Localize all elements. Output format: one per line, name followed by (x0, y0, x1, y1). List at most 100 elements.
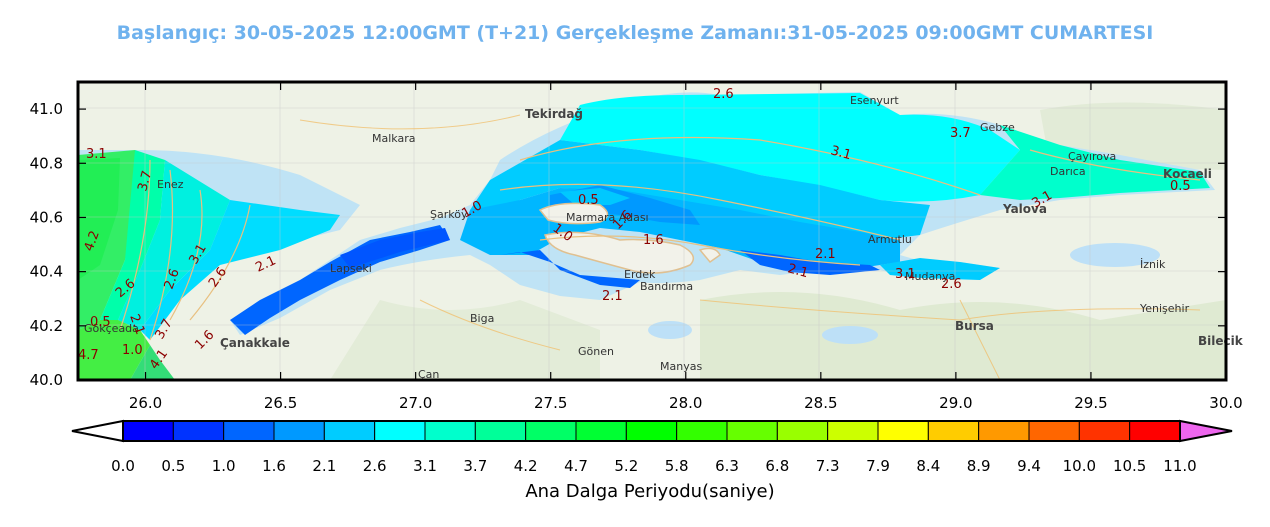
colorbar-swatch (877, 420, 929, 442)
wave-band-21 (470, 140, 930, 240)
contour-label: 2.6 (941, 277, 962, 292)
colorbar-swatch (1028, 420, 1080, 442)
place-sarkoy: Şarköy (430, 208, 468, 221)
colorbar-swatch (676, 420, 728, 442)
lat-tick-label: 40.6 (30, 208, 63, 226)
contour-label: 3.7 (950, 126, 971, 141)
wave-band-south-10 (500, 250, 640, 288)
uluabat-lake (822, 326, 878, 344)
place-manyas: Manyas (660, 360, 702, 373)
colorbar-tick-label: 11.0 (1163, 457, 1196, 475)
colorbar-tick-label: 2.6 (363, 457, 387, 475)
longitude-tick-labels: 26.0 26.5 27.0 27.5 28.0 28.5 29.0 29.5 30.0 (129, 394, 1243, 412)
terrain-patch (700, 292, 1226, 380)
place-gonen: Gönen (578, 345, 614, 358)
colorbar-swatch (625, 420, 678, 442)
colorbar-tick-label: 8.4 (916, 457, 940, 475)
colorbar-swatch (374, 420, 426, 442)
marmara-island (538, 202, 609, 225)
colorbar-swatch (1078, 420, 1131, 442)
colorbar-tick-label: 9.4 (1017, 457, 1041, 475)
lon-tick-label: 28.0 (669, 394, 702, 412)
colorbar-tick-label: 5.8 (665, 457, 689, 475)
place-yenisehir: Yenişehir (1139, 302, 1190, 315)
contour-label: 2.1 (786, 261, 810, 281)
place-bandirma: Bandırma (640, 280, 693, 293)
contour-label: 2.1 (126, 312, 147, 337)
colorbar-tick-label: 7.3 (816, 457, 840, 475)
place-tekirdag: Tekirdağ (525, 107, 583, 121)
place-enez: Enez (157, 178, 184, 191)
y-tick-marks (78, 108, 1226, 381)
colorbar-swatch (122, 420, 174, 442)
forecast-title: Başlangıç: 30-05-2025 12:00GMT (T+21) Ge… (116, 22, 1154, 44)
colorbar-swatch (323, 420, 376, 442)
place-gokceada: Gökçeada (84, 322, 139, 335)
colorbar-tick-label: 0.0 (111, 457, 135, 475)
place-canakkale: Çanakkale (220, 336, 290, 350)
place-darica: Darıca (1050, 165, 1086, 178)
colorbar-tick-label: 1.6 (262, 457, 286, 475)
place-malkara: Malkara (372, 132, 415, 145)
contour-label: 0.5 (1170, 179, 1191, 194)
contour-label: 0.5 (90, 315, 111, 330)
place-erdek: Erdek (624, 268, 656, 281)
lon-tick-label: 29.5 (1074, 394, 1107, 412)
wave-band-47 (78, 158, 120, 280)
colorbar-tick-label: 8.9 (967, 457, 991, 475)
colorbar-swatch (172, 420, 225, 442)
wave-band-coast2 (130, 345, 175, 380)
colorbar-tick-labels: 0.0 0.5 1.0 1.6 2.1 2.6 3.1 3.7 4.2 4.7 5.2 5.8 6.3 6… (111, 457, 1197, 475)
colorbar-tick-label: 10.0 (1063, 457, 1096, 475)
colorbar-tick-label: 10.5 (1113, 457, 1146, 475)
terrain-patch (330, 300, 600, 380)
contour-label: 3.1 (829, 143, 853, 163)
colorbar-swatch (927, 420, 980, 442)
contour-label: 2.1 (602, 289, 623, 304)
place-iznik: İznik (1140, 258, 1166, 271)
place-bursa: Bursa (955, 319, 994, 333)
colorbar-tick-label: 5.2 (614, 457, 638, 475)
place-can: Çan (418, 368, 439, 381)
place-cayirova: Çayırova (1068, 150, 1116, 163)
contour-label: 2.6 (162, 267, 183, 292)
roads (299, 114, 1201, 380)
kapidag-peninsula (544, 231, 695, 274)
contour-lines (119, 136, 1201, 341)
place-esenyurt: Esenyurt (850, 94, 899, 107)
manyas-lake (648, 321, 692, 339)
colorbar-swatch (575, 420, 627, 442)
colorbar-under-arrow (71, 419, 124, 443)
contour-label: 3.1 (895, 267, 916, 282)
contour-label: 3.1 (86, 147, 107, 162)
colorbar-tick-label: 3.7 (463, 457, 487, 475)
lat-tick-label: 40.0 (30, 371, 63, 389)
wave-band-26 (140, 200, 340, 340)
contour-label: 1.6 (643, 233, 664, 248)
colorbar-label: Ana Dalga Periyodu(saniye) (525, 481, 775, 502)
place-armutlu: Armutlu (868, 233, 912, 246)
place-biga: Biga (470, 312, 494, 325)
lat-tick-label: 40.4 (30, 263, 63, 281)
colorbar-tick-label: 6.3 (715, 457, 739, 475)
wave-band-coast (78, 320, 150, 380)
place-mudanya: Mudanya (905, 270, 955, 283)
map-frame (76, 80, 1228, 382)
islet (698, 247, 721, 264)
contour-label: 2.6 (713, 87, 734, 102)
lat-tick-label: 41.0 (30, 100, 63, 118)
place-labels: Tekirdağ Çanakkale Yalova Bursa Kocaeli … (84, 94, 1244, 381)
colorbar-swatch (1129, 420, 1181, 442)
contour-label: 1.0 (122, 343, 143, 358)
colorbar-tick-label: 0.5 (161, 457, 185, 475)
place-kocaeli: Kocaeli (1163, 167, 1212, 181)
place-bilecik: Bilecik (1198, 334, 1244, 348)
lon-tick-label: 27.5 (534, 394, 567, 412)
colorbar-tick-label: 3.1 (413, 457, 437, 475)
colorbar-swatch (776, 420, 829, 442)
lat-tick-label: 40.8 (30, 154, 63, 172)
contour-label: 2.1 (815, 247, 836, 262)
lon-tick-label: 30.0 (1209, 394, 1242, 412)
colorbar-tick-label: 2.1 (312, 457, 336, 475)
place-gebze: Gebze (980, 121, 1015, 134)
